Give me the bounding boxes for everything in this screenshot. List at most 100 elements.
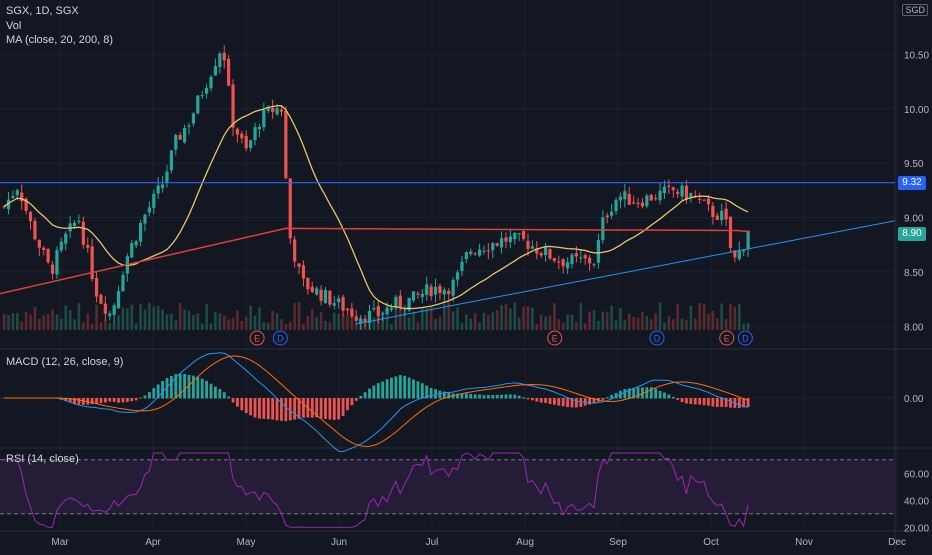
candle — [521, 231, 526, 239]
candle — [178, 134, 182, 140]
candle — [689, 193, 693, 198]
candle — [288, 178, 292, 239]
candle — [632, 202, 636, 204]
macd-histogram-bar — [337, 398, 341, 420]
macd-histogram-bar — [73, 398, 76, 404]
macd-histogram-bar — [535, 398, 539, 402]
candle — [103, 303, 107, 314]
candle — [99, 294, 103, 304]
volume-bar — [90, 323, 94, 330]
macd-histogram-bar — [227, 396, 231, 399]
candle — [28, 212, 33, 222]
macd-histogram-bar — [636, 387, 640, 399]
macd-histogram-bar — [588, 398, 592, 405]
macd-histogram-bar — [244, 398, 248, 414]
macd-histogram-bar — [302, 398, 305, 418]
volume-bar — [579, 302, 583, 330]
volume-bar — [24, 311, 28, 330]
candle — [227, 58, 231, 86]
candle — [205, 87, 209, 94]
volume-bar — [324, 320, 327, 330]
macd-histogram-bar — [702, 398, 706, 406]
candle — [491, 243, 495, 251]
macd-histogram-bar — [412, 379, 415, 399]
time-axis-label: Oct — [703, 537, 719, 548]
macd-histogram-bar — [508, 394, 512, 399]
candle — [64, 233, 68, 244]
candle — [671, 187, 675, 191]
volume-bar — [42, 315, 46, 330]
candle — [376, 306, 380, 316]
candle — [592, 264, 596, 266]
ma-label: MA (close, 20, 200, 8) — [6, 34, 113, 46]
volume-bar — [548, 315, 552, 330]
volume-bar — [258, 307, 261, 330]
volume-bar — [478, 322, 481, 330]
event-letter: D — [742, 334, 749, 344]
volume-bar — [315, 316, 318, 330]
macd-histogram-bar — [183, 374, 186, 399]
candle — [200, 95, 204, 97]
candle — [116, 291, 121, 309]
macd-histogram-bar — [610, 395, 614, 399]
candle — [394, 296, 398, 308]
volume-bar — [293, 302, 296, 330]
macd-histogram-bar — [64, 398, 68, 402]
volume-bar — [130, 304, 134, 330]
event-letter: E — [254, 334, 260, 344]
macd-histogram-bar — [161, 381, 164, 399]
candle — [262, 110, 266, 128]
macd-histogram-bar — [746, 398, 750, 407]
event-letter: E — [724, 334, 730, 344]
volume-bar — [262, 322, 266, 330]
macd-histogram-bar — [240, 398, 244, 411]
volume-bar — [346, 314, 349, 330]
macd-histogram-bar — [742, 398, 746, 408]
volume-bar — [649, 319, 653, 330]
macd-histogram-bar — [676, 398, 680, 400]
candle — [508, 236, 512, 243]
macd-histogram-bar — [385, 379, 389, 399]
currency-badge[interactable]: SGD — [902, 4, 928, 16]
volume-bar — [104, 320, 107, 330]
volume-bar — [456, 307, 459, 330]
macd-histogram-bar — [253, 398, 257, 418]
candle — [345, 308, 350, 311]
macd-histogram-bar — [372, 385, 376, 399]
macd-histogram-bar — [438, 390, 442, 399]
volume-bar — [253, 315, 257, 330]
macd-histogram-bar — [218, 389, 222, 399]
candle — [548, 249, 552, 259]
macd-histogram-bar — [262, 398, 266, 419]
macd-histogram-bar — [108, 398, 112, 402]
volume-bar — [16, 313, 19, 330]
volume-bar — [152, 306, 156, 330]
volume-bar — [64, 305, 68, 330]
macd-histogram-bar — [125, 398, 129, 402]
volume-bar — [165, 314, 169, 330]
macd-histogram-bar — [266, 398, 270, 420]
candle — [733, 250, 737, 258]
macd-histogram-bar — [112, 398, 116, 403]
volume-bar — [654, 313, 657, 330]
volume-bar — [403, 304, 407, 330]
macd-histogram-bar — [663, 392, 666, 399]
volume-bar — [702, 303, 706, 330]
candle — [72, 222, 77, 226]
candle — [588, 257, 592, 264]
macd-histogram-bar — [77, 398, 81, 405]
candle — [455, 272, 460, 280]
candle — [337, 298, 341, 303]
volume-bar — [310, 309, 314, 330]
candle — [504, 237, 508, 242]
volume-bar — [742, 323, 745, 330]
candle — [667, 185, 671, 187]
candle — [526, 240, 530, 249]
volume-bar — [240, 321, 244, 330]
volume-bar — [319, 312, 323, 330]
volume-bar — [614, 320, 618, 330]
macd-histogram-bar — [592, 398, 596, 404]
